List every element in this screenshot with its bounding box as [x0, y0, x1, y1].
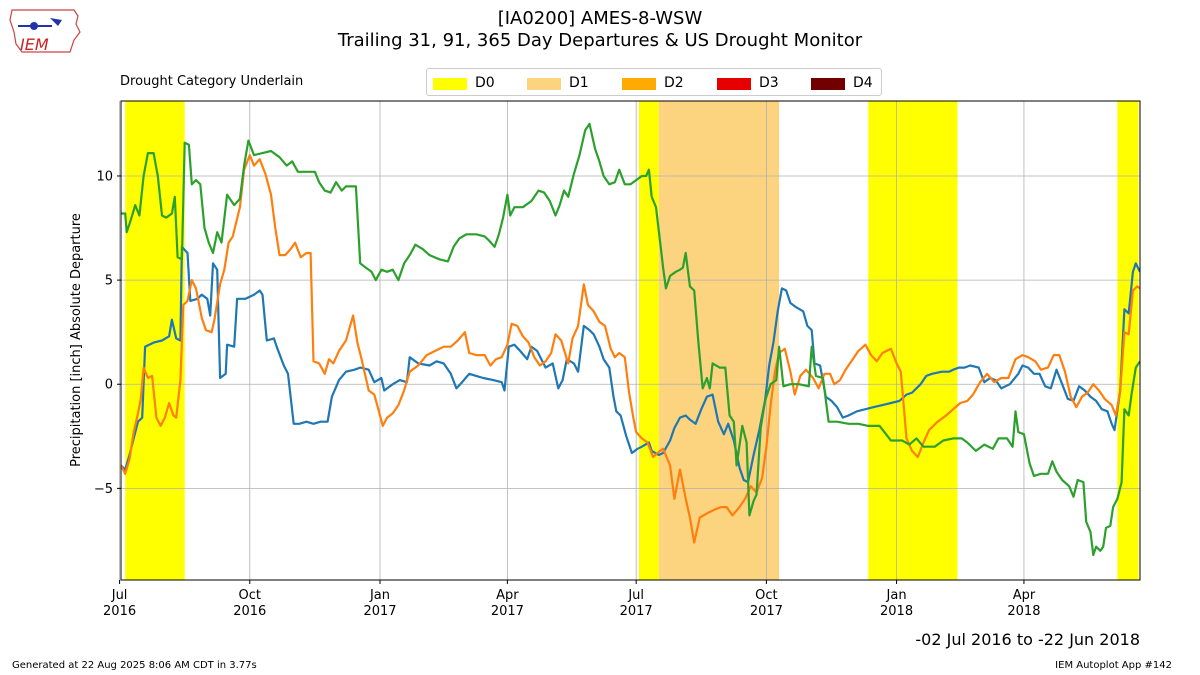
legend-label-d1: D1	[569, 75, 589, 91]
x-tick-label-year: 2018	[880, 604, 913, 619]
plot-frame	[120, 100, 1141, 581]
x-tick-label-year: 2017	[750, 604, 783, 619]
legend-label-d4: D4	[853, 75, 873, 91]
x-tick-label-month: Oct	[239, 588, 261, 603]
x-tick-label-year: 2018	[1007, 604, 1040, 619]
x-tick-label-month: Jul	[627, 588, 644, 603]
x-tick-label-month: Jan	[886, 588, 907, 603]
x-tick-label-month: Jan	[369, 588, 390, 603]
x-tick-label-year: 2017	[363, 604, 396, 619]
x-tick-label-month: Apr	[1013, 588, 1036, 603]
legend-swatch-d0	[433, 78, 467, 90]
drought-band-d0	[638, 101, 659, 580]
drought-band-d0	[868, 101, 958, 580]
drought-band-d0	[125, 101, 185, 580]
series-line-1	[121, 245, 1140, 484]
legend-label-d2: D2	[664, 75, 684, 91]
y-tick-label: 0	[105, 378, 113, 393]
autoplot-app-label: IEM Autoplot App #142	[1055, 660, 1172, 671]
logo-text: IEM	[20, 35, 49, 54]
legend-swatch-d2	[622, 78, 656, 90]
date-range-label: -02 Jul 2016 to -22 Jun 2018	[915, 630, 1140, 649]
x-tick-label-month: Apr	[496, 588, 519, 603]
series-line-2	[121, 154, 1140, 544]
drought-band-d1	[658, 101, 780, 580]
legend-swatch-d3	[717, 78, 751, 90]
y-axis-label: Precipitation [inch] Absolute Departure	[69, 213, 84, 467]
legend-swatch-d1	[527, 78, 561, 90]
chart-title: [IA0200] AMES-8-WSW	[497, 8, 703, 29]
y-tick-label: 10	[96, 169, 113, 184]
x-tick-label-month: Oct	[755, 588, 777, 603]
legend-label-d0: D0	[475, 75, 495, 91]
generated-timestamp: Generated at 22 Aug 2025 8:06 AM CDT in …	[12, 660, 257, 671]
series-line-3	[121, 122, 1140, 557]
x-tick-label-month: Jul	[111, 588, 128, 603]
chart-subtitle: Trailing 31, 91, 365 Day Departures & US…	[337, 30, 863, 51]
drought-band-d0	[1117, 101, 1139, 580]
iem-logo: IEM	[8, 6, 84, 62]
x-tick-label-year: 2017	[491, 604, 524, 619]
legend-swatch-d4	[811, 78, 845, 90]
drought-legend: D0 D1 D2 D3 D4	[426, 68, 882, 96]
drought-underlain-label: Drought Category Underlain	[120, 74, 304, 89]
x-tick-label-year: 2016	[103, 604, 136, 619]
x-tick-label-year: 2017	[620, 604, 653, 619]
y-tick-label: 5	[105, 274, 113, 289]
y-tick-label: −5	[94, 482, 113, 497]
x-tick-label-year: 2016	[233, 604, 266, 619]
legend-label-d3: D3	[759, 75, 779, 91]
